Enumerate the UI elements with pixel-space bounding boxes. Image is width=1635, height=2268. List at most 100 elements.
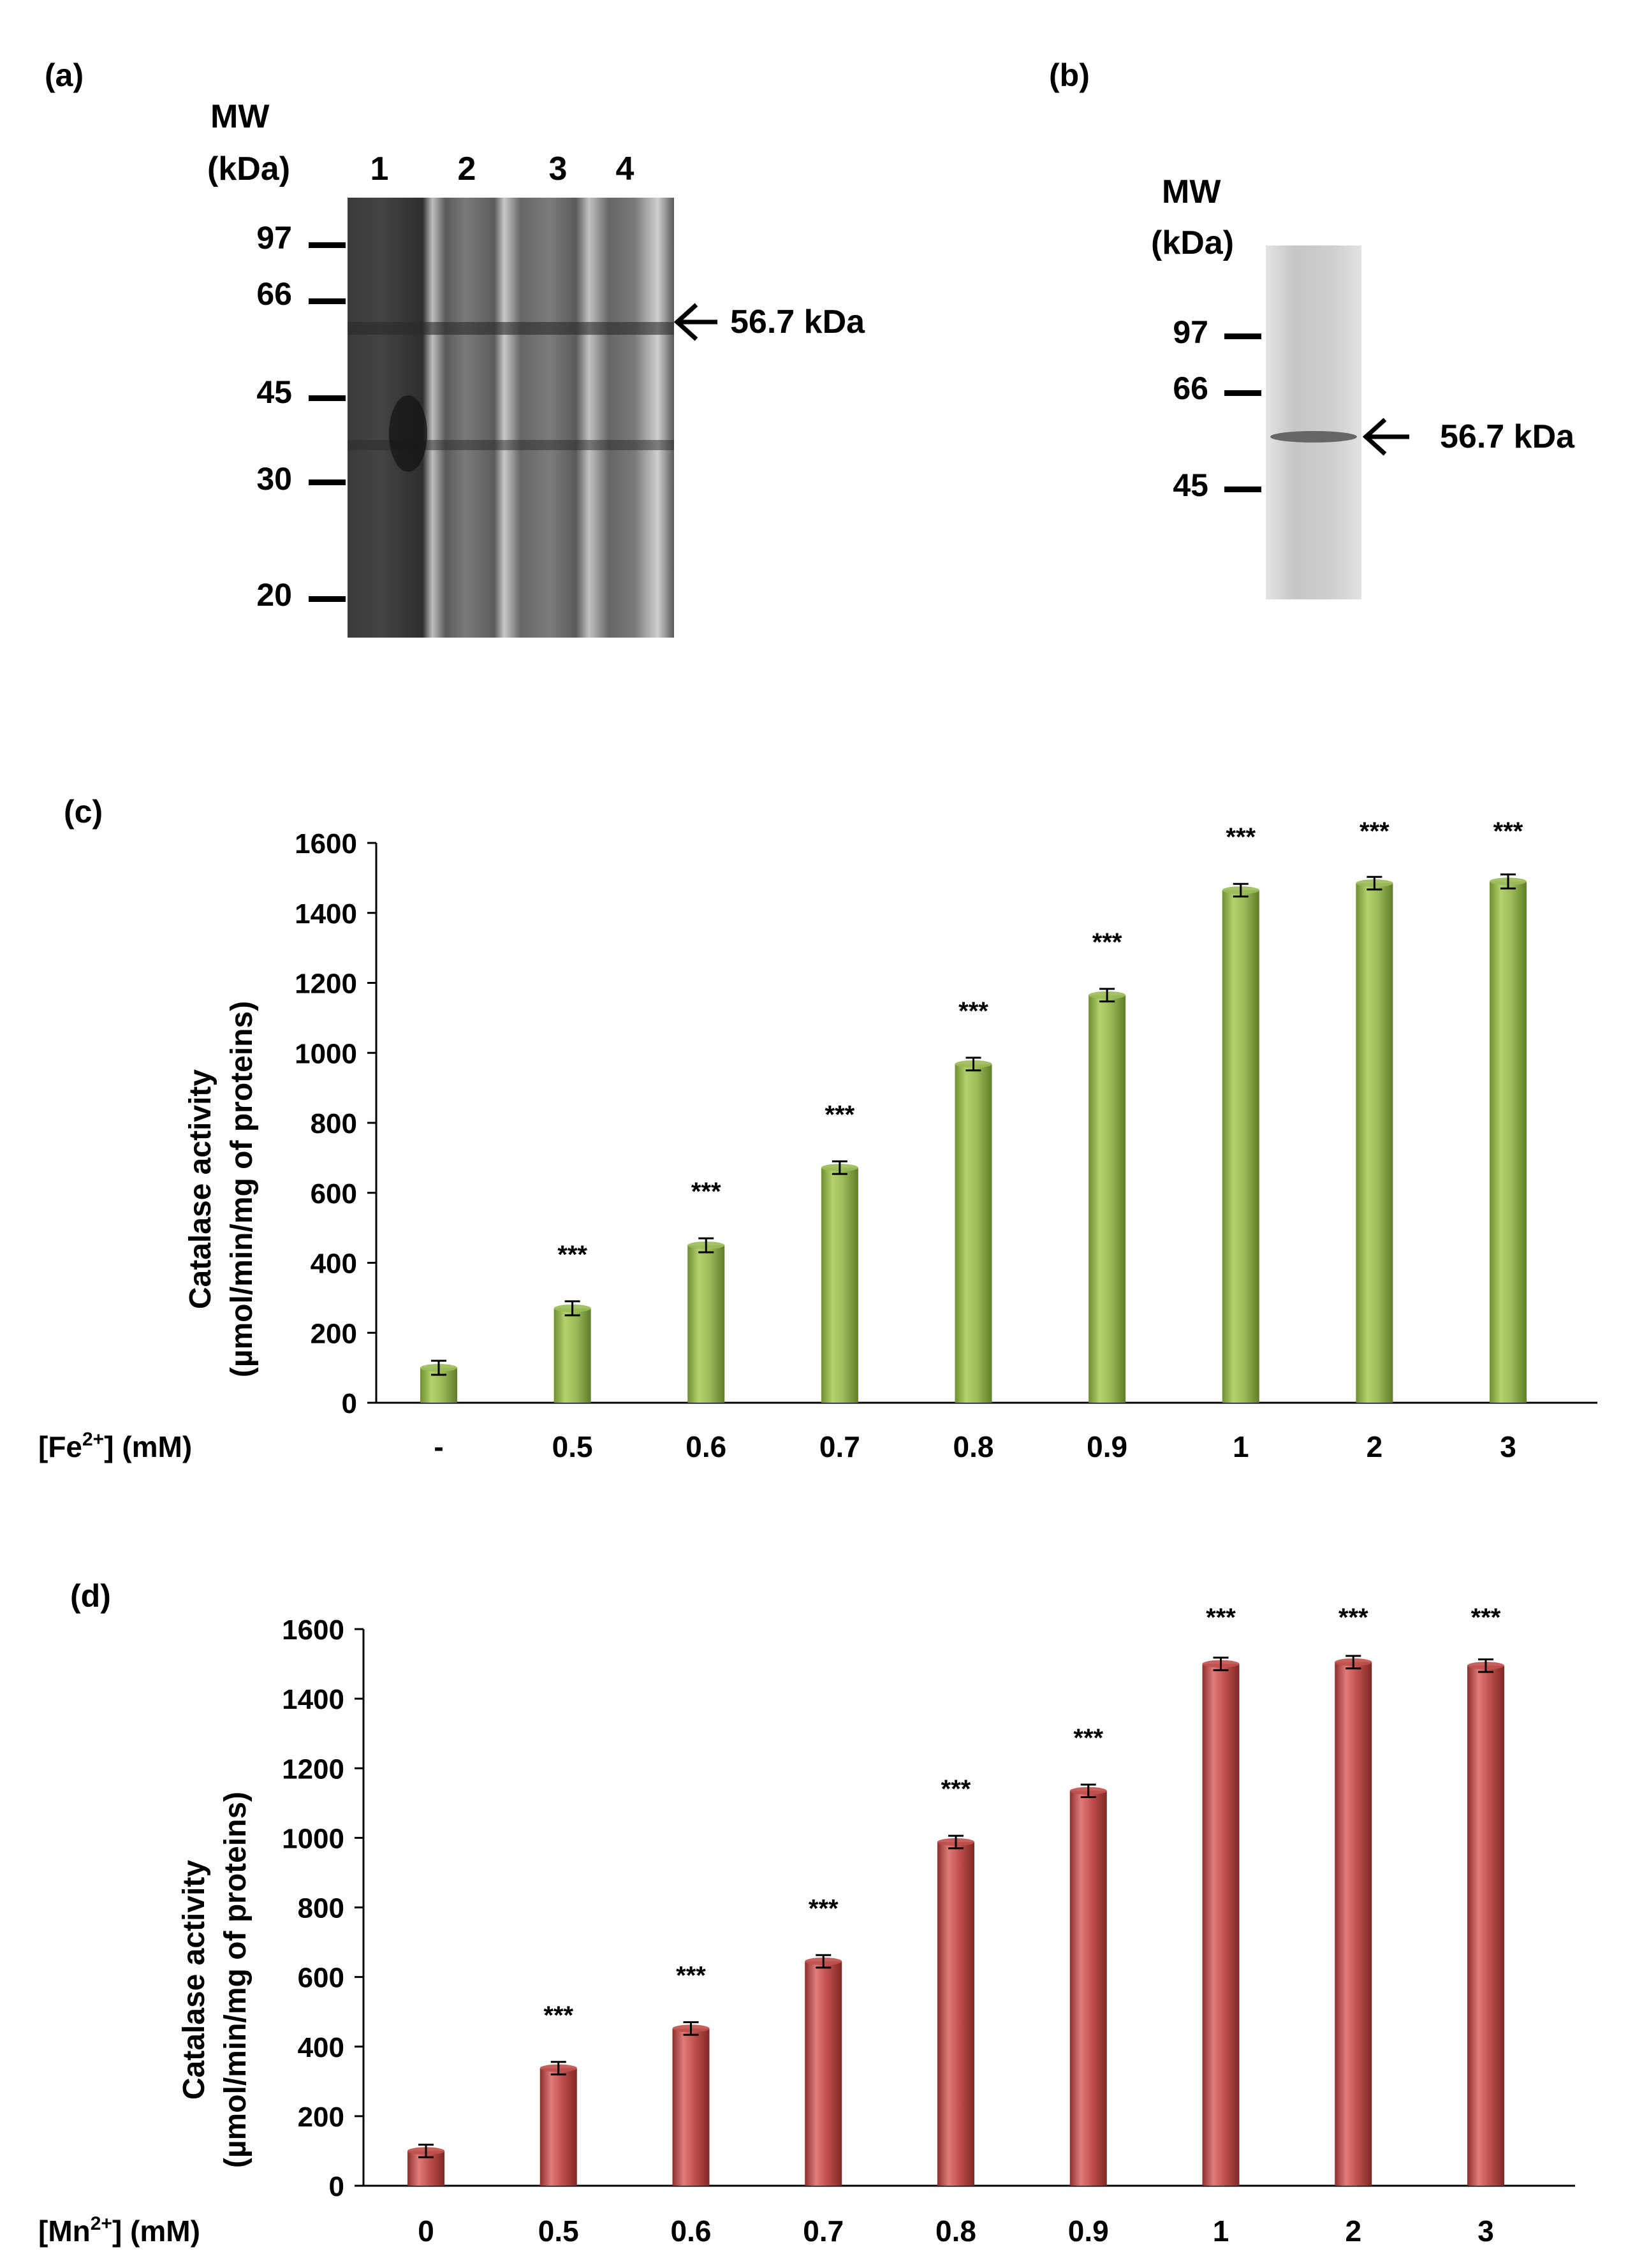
chart-d-xlabel: [Mn2+] (mM)	[38, 2213, 200, 2248]
bar	[955, 1064, 992, 1403]
band-label-a: 56.7 kDa	[730, 304, 865, 340]
marker-97-a: 97	[256, 220, 292, 256]
error-bar	[550, 2061, 566, 2075]
marker-20-a: 20	[256, 577, 292, 613]
marker-tick-20-a	[309, 596, 346, 602]
x-tick-label: 0.6	[671, 2214, 712, 2248]
bar	[937, 1841, 974, 2186]
bar	[1202, 1664, 1240, 2186]
bar	[1089, 995, 1126, 1403]
marker-66-b: 66	[1173, 370, 1208, 406]
significance-label: ***	[1092, 928, 1122, 956]
gel-band-low-a	[348, 440, 674, 450]
significance-label: ***	[1206, 1604, 1236, 1632]
y-tick-label: 600	[298, 1963, 344, 1994]
error-bar	[431, 1359, 446, 1376]
panel-a-kda-label: (kDa)	[207, 150, 290, 187]
lane-label-4: 4	[616, 150, 634, 187]
error-bar	[816, 1954, 832, 1969]
y-tick-label: 0	[329, 2171, 344, 2202]
x-tick-label: 0.8	[953, 1430, 994, 1463]
marker-tick-45-a	[309, 395, 346, 401]
marker-45-a: 45	[256, 374, 292, 410]
significance-label: ***	[1338, 1604, 1368, 1632]
x-tick-label: 0.9	[1068, 2214, 1109, 2248]
marker-tick-97-a	[309, 242, 346, 248]
marker-tick-30-a	[309, 479, 346, 485]
panel-a-label: (a)	[45, 57, 84, 93]
bar	[821, 1167, 858, 1403]
y-tick-label: 1400	[295, 898, 357, 930]
significance-label: ***	[1471, 1604, 1501, 1632]
lane-label-1: 1	[370, 150, 389, 187]
error-bar	[948, 1834, 964, 1850]
y-tick-label: 800	[311, 1108, 357, 1139]
x-tick-label: 0.6	[686, 1430, 726, 1463]
significance-label: ***	[958, 997, 988, 1025]
significance-label: ***	[676, 1962, 706, 1990]
chart-d-ylabel-line2: (µmol/min/mg of proteins)	[219, 1792, 253, 2168]
bar	[805, 1961, 842, 2186]
bar	[1356, 883, 1393, 1403]
marker-tick-66-a	[309, 298, 346, 304]
y-tick-label: 1600	[295, 828, 357, 860]
marker-tick-97-b	[1224, 333, 1261, 339]
y-tick-label: 800	[298, 1893, 344, 1924]
x-tick-label: -	[434, 1430, 443, 1463]
y-tick-label: 1400	[282, 1684, 344, 1715]
y-tick-label: 200	[311, 1318, 357, 1349]
panel-d-label: (d)	[70, 1578, 111, 1614]
bar	[1490, 881, 1527, 1403]
x-tick-label: 1	[1213, 2214, 1229, 2248]
significance-label: ***	[825, 1101, 855, 1129]
significance-label: ***	[1226, 823, 1256, 851]
bar	[1335, 1662, 1372, 2186]
significance-label: ***	[543, 2001, 573, 2030]
bar	[1467, 1665, 1504, 2186]
bar	[539, 2068, 577, 2186]
significance-label: ***	[1073, 1724, 1103, 1752]
chart-c: (c) Catalase activity (µmol/min/mg of pr…	[38, 794, 1597, 1463]
x-tick-label: 0.8	[935, 2214, 976, 2248]
marker-tick-45-b	[1224, 487, 1261, 492]
x-tick-label: 3	[1477, 2214, 1494, 2248]
panel-c-label: (c)	[64, 794, 103, 830]
error-bar	[418, 2144, 434, 2158]
arrow-icon	[673, 303, 717, 341]
gel-image-b	[1266, 245, 1361, 599]
marker-tick-66-b	[1224, 390, 1261, 396]
y-tick-label: 0	[342, 1388, 357, 1419]
x-tick-label: 3	[1500, 1430, 1516, 1463]
y-tick-label: 400	[298, 2032, 344, 2063]
bar	[1069, 1790, 1107, 2186]
panel-b-label: (b)	[1049, 57, 1090, 93]
arrow-icon	[1362, 418, 1409, 456]
y-tick-label: 1000	[295, 1038, 357, 1069]
bar	[672, 2028, 710, 2186]
bar	[554, 1308, 591, 1403]
bar	[1222, 890, 1259, 1403]
x-tick-label: 0.7	[819, 1430, 860, 1463]
chart-c-ylabel-line1: Catalase activity	[184, 1069, 217, 1310]
marker-45-b: 45	[1173, 467, 1208, 503]
x-tick-label: 0	[418, 2214, 434, 2248]
panel-a: (a) MW (kDa) 1 2 3 4 97 66 45 30 20 56.7…	[45, 57, 865, 638]
error-bar	[965, 1057, 981, 1072]
y-tick-label: 1000	[282, 1823, 344, 1854]
significance-label: ***	[691, 1178, 721, 1206]
lane-label-3: 3	[549, 150, 568, 187]
y-tick-label: 600	[311, 1178, 357, 1210]
marker-30-a: 30	[256, 461, 292, 497]
error-bar	[1233, 882, 1249, 898]
panel-a-mw-label: MW	[210, 98, 270, 135]
significance-label: ***	[1360, 817, 1389, 845]
x-tick-label: 1	[1233, 1430, 1249, 1463]
error-bar	[832, 1160, 847, 1175]
x-tick-label: 0.9	[1087, 1430, 1127, 1463]
x-tick-label: 2	[1367, 1430, 1383, 1463]
chart-c-ylabel-line2: (µmol/min/mg of proteins)	[225, 1001, 259, 1377]
error-bar	[1478, 1658, 1493, 1673]
gel-smear-a	[389, 395, 427, 472]
error-bar	[564, 1300, 580, 1317]
panel-b: (b) MW (kDa) 97 66 45 56.7 kDa	[1049, 57, 1575, 599]
